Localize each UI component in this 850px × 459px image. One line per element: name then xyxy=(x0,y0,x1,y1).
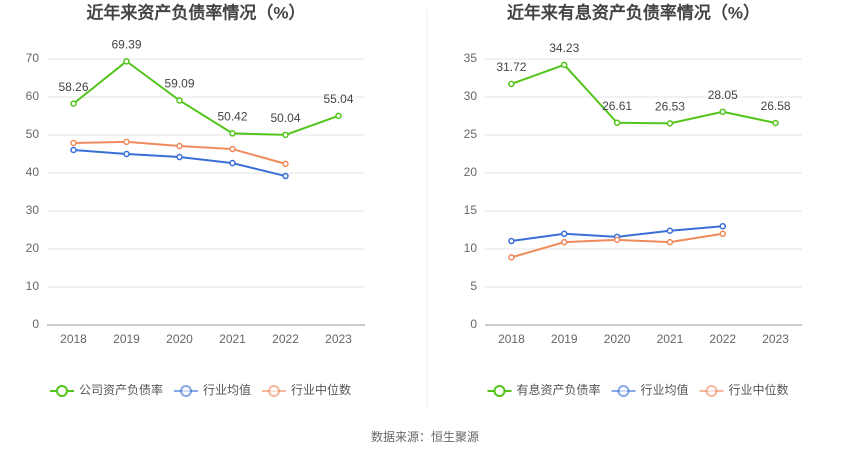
y-tick-label: 15 xyxy=(464,203,478,217)
legend-marker xyxy=(705,385,718,397)
point xyxy=(176,142,183,150)
x-tick-label: 2021 xyxy=(219,332,246,346)
x-tick-label: 2018 xyxy=(498,332,525,346)
legend-label: 行业中位数 xyxy=(291,382,351,397)
point xyxy=(613,236,621,244)
point xyxy=(561,238,568,246)
point xyxy=(282,131,289,139)
legend-label: 有息资产负债率 xyxy=(517,382,601,397)
point xyxy=(176,153,183,161)
x-tick-label: 2023 xyxy=(325,332,352,346)
series-line xyxy=(72,60,339,136)
point xyxy=(123,150,130,158)
chart-title: 近年来资产负债率情况（%） xyxy=(86,2,305,22)
legend-label: 行业中位数 xyxy=(729,382,789,397)
data-label: 34.23 xyxy=(549,41,579,55)
point xyxy=(229,130,236,137)
legend-marker xyxy=(56,385,68,397)
x-tick-label: 2022 xyxy=(272,332,299,346)
legend-marker xyxy=(180,385,192,397)
legend-marker xyxy=(493,385,506,397)
point xyxy=(70,100,77,107)
x-tick-label: 2018 xyxy=(60,332,87,346)
point xyxy=(282,172,289,180)
y-tick-label: 50 xyxy=(26,127,40,141)
source: 数据来源：恒生聚源 xyxy=(371,429,479,444)
data-label: 26.58 xyxy=(761,99,791,113)
point xyxy=(508,80,515,88)
point xyxy=(508,237,515,245)
point xyxy=(123,58,130,65)
y-tick-label: 25 xyxy=(464,127,478,141)
point xyxy=(229,145,236,153)
data-label: 26.53 xyxy=(655,100,685,114)
point xyxy=(613,119,621,127)
y-tick-label: 20 xyxy=(464,165,478,179)
point xyxy=(70,146,77,154)
data-label: 31.72 xyxy=(496,60,526,74)
x-tick-label: 2023 xyxy=(762,332,789,346)
data-label: 58.26 xyxy=(58,80,88,94)
y-tick-label: 5 xyxy=(470,279,477,293)
data-label: 50.42 xyxy=(217,110,247,124)
x-tick-label: 2020 xyxy=(166,332,193,346)
data-label: 50.04 xyxy=(270,111,300,125)
point xyxy=(561,230,568,238)
point xyxy=(508,254,515,261)
y-tick-label: 20 xyxy=(26,241,40,255)
point xyxy=(176,97,183,104)
x-tick-label: 2020 xyxy=(604,332,631,346)
y-tick-label: 70 xyxy=(26,51,40,65)
point xyxy=(70,139,77,147)
point xyxy=(719,108,726,116)
point xyxy=(335,112,342,120)
y-tick-label: 0 xyxy=(32,317,39,331)
x-tick-label: 2021 xyxy=(657,332,684,346)
point xyxy=(123,138,130,146)
y-tick-label: 30 xyxy=(464,89,478,103)
point xyxy=(719,222,726,230)
x-tick-label: 2019 xyxy=(551,332,578,346)
y-tick-label: 0 xyxy=(470,317,477,331)
point xyxy=(719,230,726,238)
y-tick-label: 60 xyxy=(26,89,40,103)
point xyxy=(666,238,674,246)
data-label: 28.05 xyxy=(708,88,738,102)
point xyxy=(282,160,289,168)
data-label: 55.04 xyxy=(323,92,353,106)
y-tick-label: 35 xyxy=(464,51,478,65)
y-tick-label: 30 xyxy=(26,203,40,217)
legend-marker xyxy=(617,385,630,397)
legend-marker xyxy=(268,385,280,397)
chart-title: 近年来有息资产负债率情况（%） xyxy=(507,2,760,22)
data-label: 59.09 xyxy=(164,77,194,91)
series-line xyxy=(511,63,776,125)
y-tick-label: 10 xyxy=(26,279,40,293)
x-tick-label: 2019 xyxy=(113,332,140,346)
legend-label: 行业均值 xyxy=(641,382,689,397)
point xyxy=(666,227,674,235)
data-label: 69.39 xyxy=(111,37,141,51)
y-tick-label: 40 xyxy=(26,165,40,179)
legend-label: 公司资产负债率 xyxy=(79,382,163,397)
point xyxy=(561,61,568,69)
point xyxy=(229,159,236,167)
point xyxy=(666,120,674,127)
data-label: 26.61 xyxy=(602,99,632,113)
point xyxy=(772,119,779,127)
x-tick-label: 2022 xyxy=(709,332,736,346)
legend-label: 行业均值 xyxy=(203,382,251,397)
y-tick-label: 10 xyxy=(464,241,478,255)
